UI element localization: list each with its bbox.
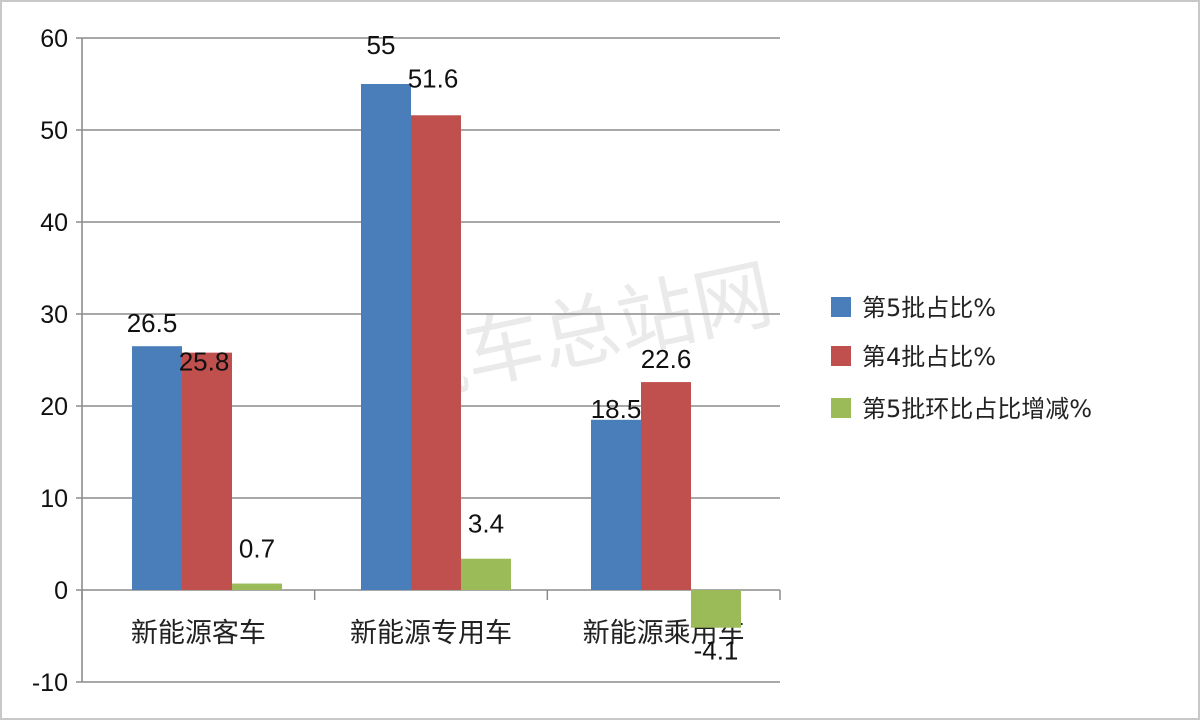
bar-3 [691,590,741,628]
y-tick-label: 50 [40,117,68,145]
data-label: -4.1 [694,636,739,666]
y-tick-label: 20 [40,393,68,421]
legend: 第5批占比% 第4批占比% 第5批环比占比增减% [831,294,1092,423]
data-labels: 26.5 55 18.5 25.8 51.6 22.6 0.7 3.4 -4.1 [127,30,739,666]
legend-swatch [831,297,851,317]
bar-2 [182,352,232,590]
bar-1 [591,419,641,590]
bar-1 [361,84,411,590]
legend-swatch [831,398,851,418]
data-label: 18.5 [591,394,642,424]
y-tick-label: 10 [40,485,68,513]
bar-3 [461,558,511,590]
y-tick-label: 60 [40,25,68,53]
legend-label: 第5批环比占比增减% [862,395,1092,423]
bar-2 [411,115,461,590]
x-tick-label: 新能源专用车 [350,618,512,649]
data-label: 26.5 [127,308,178,338]
data-label: 0.7 [239,534,275,564]
x-tick-label: 新能源客车 [131,618,266,649]
y-tick-label: 30 [40,301,68,329]
legend-swatch [831,346,851,366]
legend-label: 第5批占比% [862,294,996,322]
data-label: 51.6 [408,63,459,93]
data-label: 22.6 [641,344,692,374]
data-label: 3.4 [468,509,504,539]
y-tick-label: 40 [40,209,68,237]
y-tick-label: 0 [54,577,68,605]
bars [132,84,741,628]
legend-label: 第4批占比% [862,343,996,371]
data-label: 25.8 [179,347,230,377]
bar-1 [132,346,182,590]
data-label: 55 [367,30,396,60]
y-tick-label: -10 [32,669,68,697]
bar-2 [641,382,691,590]
bar-3 [232,583,282,590]
